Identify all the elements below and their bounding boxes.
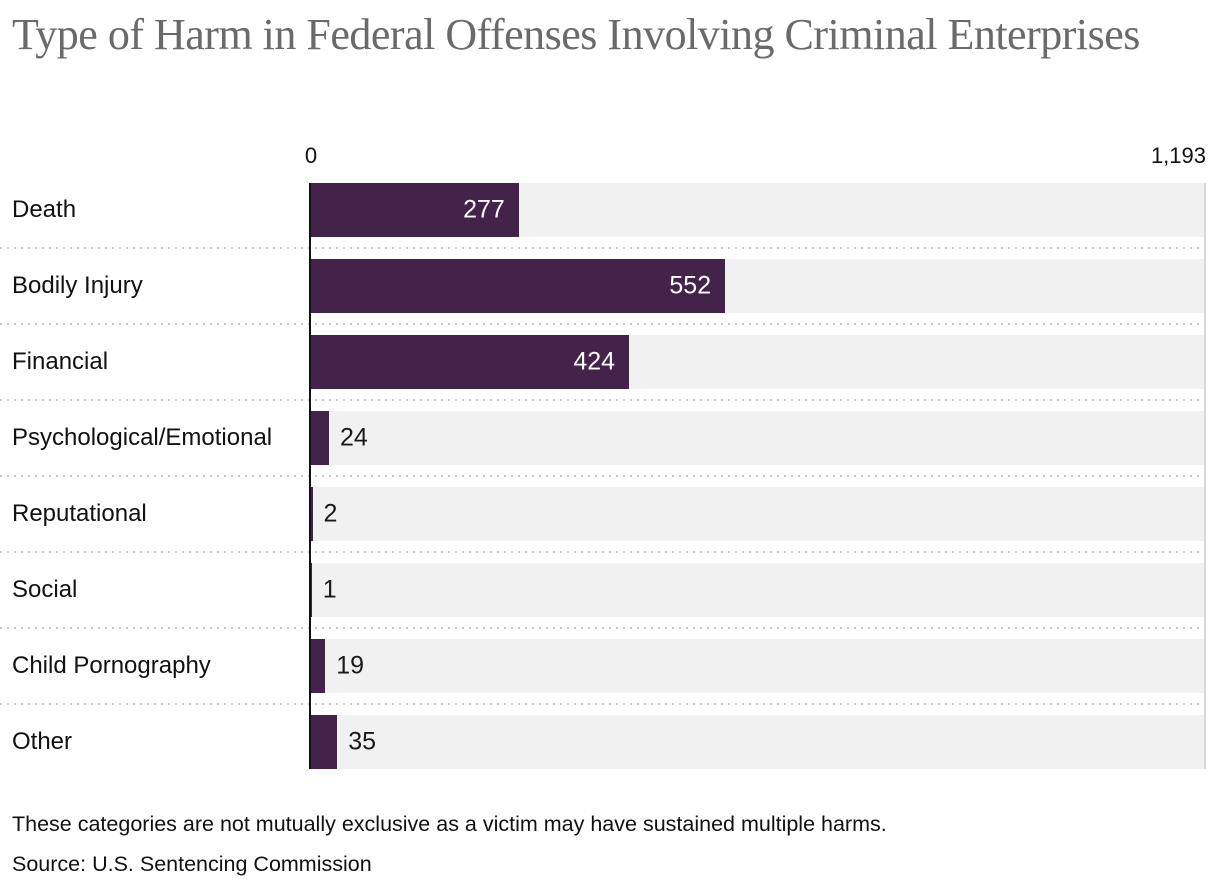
category-label: Child Pornography (12, 652, 211, 679)
value-label: 277 (463, 195, 505, 224)
value-label: 35 (348, 727, 377, 756)
value-label: 1 (322, 575, 337, 604)
bar-row: Reputational 2 (0, 487, 1206, 541)
max-value-gridline (1204, 183, 1206, 769)
bar (311, 259, 726, 313)
bar-track: 19 (311, 639, 1206, 693)
bar (311, 639, 326, 693)
bar-track: 35 (311, 715, 1206, 769)
bar (311, 715, 338, 769)
dotted-line (0, 399, 1206, 401)
bar (311, 563, 312, 617)
bar (311, 411, 329, 465)
chart-title: Type of Harm in Federal Offenses Involvi… (12, 10, 1140, 59)
zero-axis-line (309, 183, 311, 769)
bar-track: 2 (311, 487, 1206, 541)
row-separator (0, 237, 1206, 259)
bar (311, 183, 519, 237)
row-separator (0, 389, 1206, 411)
bar-track: 424 (311, 335, 1206, 389)
category-label: Social (12, 576, 78, 603)
category-label: Financial (12, 348, 109, 375)
value-label: 24 (340, 423, 368, 452)
row-separator (0, 693, 1206, 715)
bar (311, 487, 313, 541)
dotted-line (0, 703, 1206, 705)
row-separator (0, 465, 1206, 487)
bar-chart: Death 277 Bodily Injury 552 Financial 424 Psyc… (0, 183, 1206, 769)
value-label: 19 (336, 651, 365, 680)
bar-row: Financial 424 (0, 335, 1206, 389)
category-label: Reputational (12, 500, 147, 527)
x-axis-tick-min: 0 (304, 143, 318, 168)
row-separator (0, 617, 1206, 639)
category-label: Bodily Injury (12, 272, 143, 299)
dotted-line (0, 627, 1206, 629)
bar-track: 277 (311, 183, 1206, 237)
bar-track: 24 (311, 411, 1206, 465)
bar-row: Social 1 (0, 563, 1206, 617)
dotted-line (0, 323, 1206, 325)
bar-row: Psychological/Emotional 24 (0, 411, 1206, 465)
value-label: 424 (573, 347, 616, 376)
bar-row: Child Pornography 19 (0, 639, 1206, 693)
category-label: Death (12, 196, 77, 223)
chart-source: Source: U.S. Sentencing Commission (12, 852, 372, 876)
dotted-line (0, 475, 1206, 477)
bar-row: Death 277 (0, 183, 1206, 237)
bar-row: Bodily Injury 552 (0, 259, 1206, 313)
value-label: 552 (669, 271, 712, 300)
bar-track: 552 (311, 259, 1206, 313)
category-label: Other (12, 728, 73, 755)
x-axis-tick-max: 1,193 (1150, 143, 1206, 168)
chart-caption: These categories are not mutually exclus… (12, 812, 887, 836)
category-label: Psychological/Emotional (12, 424, 273, 451)
row-separator (0, 541, 1206, 563)
bar (311, 335, 630, 389)
bar-row: Other 35 (0, 715, 1206, 769)
x-axis: 0 1,193 (0, 141, 1206, 171)
dotted-line (0, 247, 1206, 249)
bar-track: 1 (311, 563, 1206, 617)
row-separator (0, 313, 1206, 335)
dotted-line (0, 551, 1206, 553)
value-label: 2 (323, 499, 338, 528)
